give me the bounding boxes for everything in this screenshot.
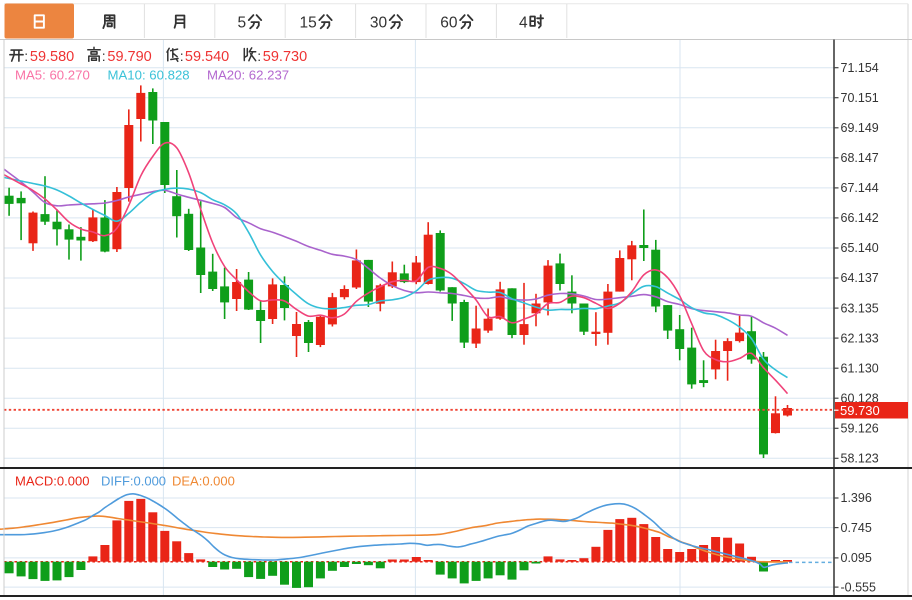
svg-text:61.130: 61.130 xyxy=(841,361,879,375)
svg-text:4: 4 xyxy=(519,15,528,32)
svg-text:64.137: 64.137 xyxy=(841,271,879,285)
svg-text:59.580: 59.580 xyxy=(30,49,74,65)
svg-text:63.135: 63.135 xyxy=(841,301,879,315)
svg-text:30: 30 xyxy=(370,15,388,32)
svg-text:MACD:0.000: MACD:0.000 xyxy=(15,474,89,489)
svg-text:66.142: 66.142 xyxy=(841,211,879,225)
svg-text::: : xyxy=(180,48,184,64)
svg-text:58.123: 58.123 xyxy=(841,452,879,466)
svg-text:67.144: 67.144 xyxy=(841,181,879,195)
svg-text:1.396: 1.396 xyxy=(841,491,872,505)
svg-text:59.730: 59.730 xyxy=(840,403,880,418)
svg-text:MA20: 62.237: MA20: 62.237 xyxy=(207,67,289,82)
svg-text:15: 15 xyxy=(300,15,317,32)
svg-text::: : xyxy=(102,48,106,64)
svg-text:5: 5 xyxy=(238,15,247,32)
svg-text:68.147: 68.147 xyxy=(841,151,879,165)
svg-text:0.095: 0.095 xyxy=(841,551,872,565)
svg-text:0.745: 0.745 xyxy=(841,521,872,535)
svg-text:71.154: 71.154 xyxy=(841,61,879,75)
svg-text:MA5: 60.270: MA5: 60.270 xyxy=(15,67,90,82)
svg-text::: : xyxy=(257,48,261,64)
svg-text:59.126: 59.126 xyxy=(841,422,879,436)
svg-text:59.730: 59.730 xyxy=(263,49,307,65)
svg-text:62.133: 62.133 xyxy=(841,331,879,345)
svg-text:DEA:0.000: DEA:0.000 xyxy=(172,474,235,489)
svg-text:-0.555: -0.555 xyxy=(841,580,876,594)
svg-text:59.540: 59.540 xyxy=(185,49,229,65)
svg-text::: : xyxy=(24,48,28,64)
svg-text:DIFF:0.000: DIFF:0.000 xyxy=(101,474,166,489)
svg-text:70.151: 70.151 xyxy=(841,91,879,105)
svg-text:60.128: 60.128 xyxy=(841,391,879,405)
svg-text:65.140: 65.140 xyxy=(841,241,879,255)
svg-text:69.149: 69.149 xyxy=(841,121,879,135)
svg-text:59.790: 59.790 xyxy=(107,49,151,65)
svg-text:60: 60 xyxy=(440,15,458,32)
svg-text:MA10: 60.828: MA10: 60.828 xyxy=(108,67,190,82)
